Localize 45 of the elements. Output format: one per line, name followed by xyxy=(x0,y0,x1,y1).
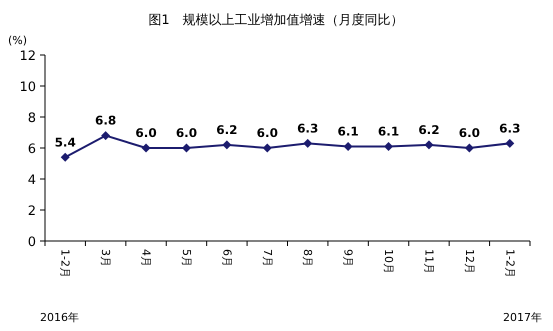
point xyxy=(505,138,514,148)
point xyxy=(344,142,353,151)
x-tick-label: 12月 xyxy=(462,249,476,274)
x-tick-label: 3月 xyxy=(99,249,112,267)
annotation: 2016年 xyxy=(40,311,79,324)
x-tick-label: 1-2月 xyxy=(503,249,516,278)
data-label: 6.1 xyxy=(378,124,400,138)
x-tick-label: 10月 xyxy=(382,249,396,274)
data-label: 6.1 xyxy=(337,124,359,138)
data-label: 6.8 xyxy=(94,114,116,128)
x-tick-label: 9月 xyxy=(342,249,355,267)
data-label: 6.0 xyxy=(176,126,198,140)
ylabel: (%) xyxy=(8,34,28,47)
x-tick-label: 4月 xyxy=(140,249,153,267)
point xyxy=(101,131,110,140)
y-tick-label: 2 xyxy=(28,204,36,219)
y-tick-label: 0 xyxy=(28,235,36,250)
x-tick-label: 5月 xyxy=(180,249,193,267)
y-tick-label: 6 xyxy=(28,142,36,157)
title: 图1 规模以上工业增加值增速（月度同比） xyxy=(148,13,404,28)
point xyxy=(384,142,394,151)
point xyxy=(464,144,474,152)
data-label: 6.2 xyxy=(216,122,238,137)
data-label: 6.3 xyxy=(499,121,520,136)
y-tick-label: 10 xyxy=(19,80,36,95)
data-label: 6.0 xyxy=(458,126,480,140)
y-tick-label: 8 xyxy=(28,111,36,126)
x-tick-label: 7月 xyxy=(260,249,274,267)
point xyxy=(222,140,232,150)
annotation: 2017年 xyxy=(503,311,542,324)
x-tick-label: 6月 xyxy=(220,249,234,267)
x-tick-label: 8月 xyxy=(301,249,314,267)
x-tick-label: 1-2月 xyxy=(58,249,72,278)
data-label: 6.2 xyxy=(418,122,440,137)
data-label: 6.0 xyxy=(135,126,157,140)
point xyxy=(60,152,70,162)
point xyxy=(424,140,434,150)
data-label: 6.3 xyxy=(297,121,318,136)
point xyxy=(303,138,312,148)
data-label: 5.4 xyxy=(54,135,76,150)
point xyxy=(262,144,272,152)
y-tick-label: 12 xyxy=(19,49,36,64)
y-tick-label: 4 xyxy=(28,173,36,188)
x-tick-label: 11月 xyxy=(422,249,436,274)
data-label: 6.0 xyxy=(256,126,278,140)
